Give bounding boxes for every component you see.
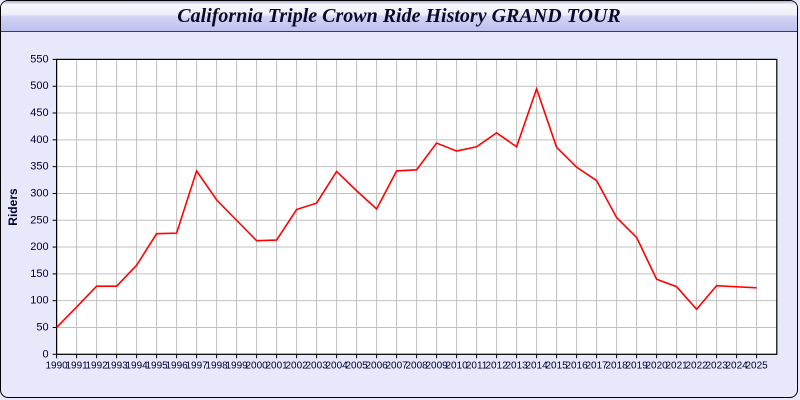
svg-text:300: 300 — [30, 187, 48, 199]
svg-text:0: 0 — [42, 348, 48, 360]
svg-text:350: 350 — [30, 161, 48, 173]
svg-text:550: 550 — [30, 53, 48, 65]
svg-text:50: 50 — [36, 321, 48, 333]
svg-text:200: 200 — [30, 241, 48, 253]
svg-text:400: 400 — [30, 134, 48, 146]
svg-text:450: 450 — [30, 107, 48, 119]
svg-text:2010: 2010 — [445, 360, 468, 371]
svg-text:150: 150 — [30, 268, 48, 280]
svg-text:100: 100 — [30, 295, 48, 307]
svg-text:2025: 2025 — [745, 360, 768, 371]
svg-text:250: 250 — [30, 214, 48, 226]
svg-text:500: 500 — [30, 80, 48, 92]
